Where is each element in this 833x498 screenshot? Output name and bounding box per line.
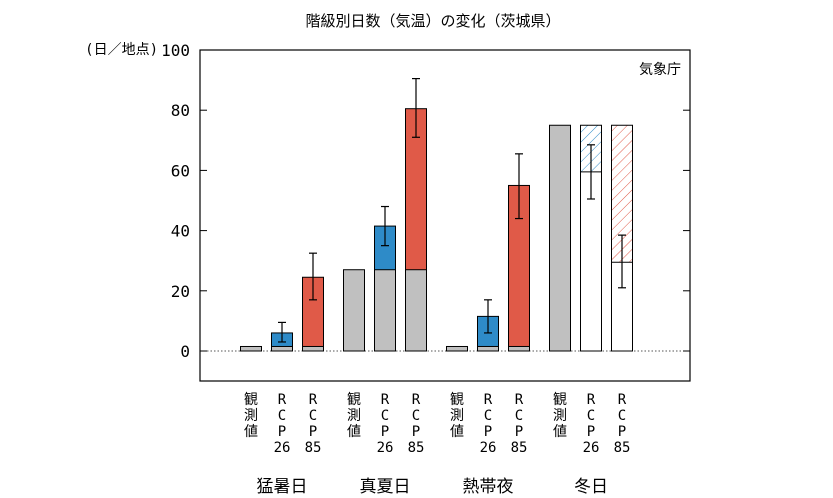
x-tick-label-g3-b2-1: C xyxy=(618,408,626,424)
x-tick-label-g0-b1-3: 26 xyxy=(274,440,291,456)
bar-base-g1-b1 xyxy=(374,269,396,352)
x-tick-label-g2-b1-2: P xyxy=(484,424,492,440)
x-tick-label-g3-b0-1: 測 xyxy=(553,408,567,424)
x-tick-label-g2-b0-1: 測 xyxy=(450,408,464,424)
bar-observed-g1-b0 xyxy=(343,269,365,352)
bar-base-g2-b2 xyxy=(508,345,530,352)
x-tick-label-g3-b0-2: 値 xyxy=(553,424,567,440)
x-tick-label-g3-b1-1: C xyxy=(587,408,595,424)
source-label: 気象庁 xyxy=(639,62,681,78)
group-label-1: 真夏日 xyxy=(360,477,411,497)
x-tick-label-g1-b1-0: R xyxy=(381,392,390,408)
bar-observed-g2-b0 xyxy=(446,345,468,352)
x-tick-label-g2-b2-1: C xyxy=(515,408,523,424)
x-tick-label-g3-b0-0: 観 xyxy=(553,391,567,408)
bar-base-g2-b1 xyxy=(477,345,499,352)
bars-layer xyxy=(240,77,633,352)
x-tick-label-g2-b2-3: 85 xyxy=(511,440,528,456)
x-tick-label-g3-b2-2: P xyxy=(618,424,626,440)
x-axis-labels: 観測値RCP26RCP85猛暑日観測値RCP26RCP85真夏日観測値RCP26… xyxy=(244,391,630,497)
x-tick-label-g0-b2-0: R xyxy=(309,392,318,408)
bar-projection-g3-b2 xyxy=(611,262,633,351)
x-tick-label-g1-b0-1: 測 xyxy=(347,408,361,424)
x-tick-label-g2-b1-1: C xyxy=(484,408,492,424)
bar-projection-g3-b1 xyxy=(580,171,602,351)
plot-frame xyxy=(199,49,691,382)
x-tick-label-g1-b2-2: P xyxy=(412,424,420,440)
y-tick-label-5: 100 xyxy=(161,41,190,60)
x-tick-label-g0-b1-0: R xyxy=(278,392,287,408)
x-tick-label-g0-b2-1: C xyxy=(309,408,317,424)
bar-observed-g3-b0 xyxy=(549,124,571,352)
x-tick-label-g0-b2-3: 85 xyxy=(305,440,322,456)
group-label-3: 冬日 xyxy=(574,477,608,497)
y-tick-label-4: 80 xyxy=(171,101,190,120)
x-tick-label-g2-b0-2: 値 xyxy=(450,424,464,440)
bar-base-g0-b2 xyxy=(302,345,324,352)
x-tick-label-g2-b2-2: P xyxy=(515,424,523,440)
bar-base-g1-b2 xyxy=(405,269,427,352)
x-tick-label-g0-b1-2: P xyxy=(278,424,286,440)
y-axis-label: (日／地点) xyxy=(85,42,158,58)
x-tick-label-g2-b1-3: 26 xyxy=(480,440,497,456)
x-tick-label-g1-b1-2: P xyxy=(381,424,389,440)
x-tick-label-g3-b2-3: 85 xyxy=(614,440,631,456)
x-tick-label-g1-b1-3: 26 xyxy=(377,440,394,456)
y-tick-label-0: 0 xyxy=(180,342,190,361)
x-tick-label-g1-b2-1: C xyxy=(412,408,420,424)
y-tick-label-2: 40 xyxy=(171,222,190,241)
x-tick-label-g2-b1-0: R xyxy=(484,392,493,408)
x-tick-label-g1-b0-0: 観 xyxy=(347,391,361,408)
x-tick-label-g3-b1-2: P xyxy=(587,424,595,440)
bar-outline-g3-b1 xyxy=(580,124,602,352)
y-axis: 0 20 40 60 80 100 xyxy=(161,41,690,361)
x-tick-label-g2-b0-0: 観 xyxy=(450,391,464,408)
bar-base-g0-b1 xyxy=(271,345,293,352)
bar-outline-g3-b2 xyxy=(611,124,633,352)
x-tick-label-g0-b0-2: 値 xyxy=(244,424,258,440)
x-tick-label-g2-b2-0: R xyxy=(515,392,524,408)
y-tick-label-3: 60 xyxy=(171,161,190,180)
x-tick-label-g0-b0-1: 測 xyxy=(244,408,258,424)
x-tick-label-g1-b0-2: 値 xyxy=(347,424,361,440)
x-tick-label-g3-b1-0: R xyxy=(587,392,596,408)
x-tick-label-g1-b1-1: C xyxy=(381,408,389,424)
y-tick-label-1: 20 xyxy=(171,282,190,301)
x-tick-label-g0-b0-0: 観 xyxy=(244,391,258,408)
x-tick-label-g3-b2-0: R xyxy=(618,392,627,408)
group-label-2: 熱帯夜 xyxy=(463,477,514,497)
x-tick-label-g0-b1-1: C xyxy=(278,408,286,424)
x-tick-label-g1-b2-0: R xyxy=(412,392,421,408)
x-tick-label-g3-b1-3: 26 xyxy=(583,440,600,456)
x-tick-label-g0-b2-2: P xyxy=(309,424,317,440)
x-tick-label-g1-b2-3: 85 xyxy=(408,440,425,456)
chart-title: 階級別日数（気温）の変化（茨城県） xyxy=(305,12,560,30)
bar-observed-g0-b0 xyxy=(240,345,262,352)
group-label-0: 猛暑日 xyxy=(257,477,308,497)
bar-hatch-g3-b2 xyxy=(611,125,633,263)
